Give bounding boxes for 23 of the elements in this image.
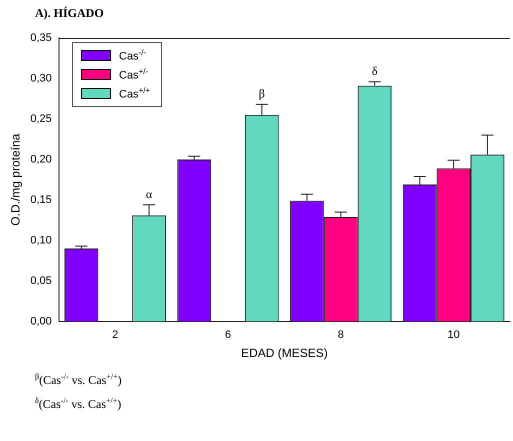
y-tick-label: 0,05 — [30, 274, 52, 287]
y-tick-label: 0,10 — [30, 234, 52, 246]
data-label: α — [146, 186, 153, 201]
y-tick-label: 0,20 — [30, 153, 52, 166]
x-tick-label: 10 — [447, 329, 460, 342]
legend-label: Cas$^{+/-}$ — [119, 67, 148, 82]
text: $^{δ}$(Cas$^{-/-}$ vs. Cas$^{+/+}$) — [35, 396, 122, 413]
text: $^{β}$(Cas$^{-/-}$ vs. Cas$^{+/+}$) — [35, 372, 122, 389]
y-tick-label: 0,15 — [30, 194, 52, 206]
x-axis-title: EDAD (MESES) — [241, 346, 328, 360]
y-tick-label: 0,30 — [30, 72, 52, 85]
data-label: β — [258, 86, 265, 101]
legend-label: Cas$^{+/+}$ — [119, 86, 150, 101]
y-tick-label: 0,35 — [30, 32, 52, 44]
y-tick-label: 0,00 — [30, 315, 52, 328]
legend-label: Cas$^{-/-}$ — [119, 48, 146, 63]
x-tick-label: 2 — [112, 329, 118, 342]
y-tick-label: 0,25 — [30, 113, 52, 126]
data-label: δ — [372, 64, 378, 78]
chart-title: A). HÍGADO — [35, 6, 104, 21]
x-tick-label: 6 — [224, 329, 232, 342]
x-tick-label: 8 — [338, 329, 344, 342]
y-axis-title: O.D./mg proteína — [8, 133, 23, 226]
